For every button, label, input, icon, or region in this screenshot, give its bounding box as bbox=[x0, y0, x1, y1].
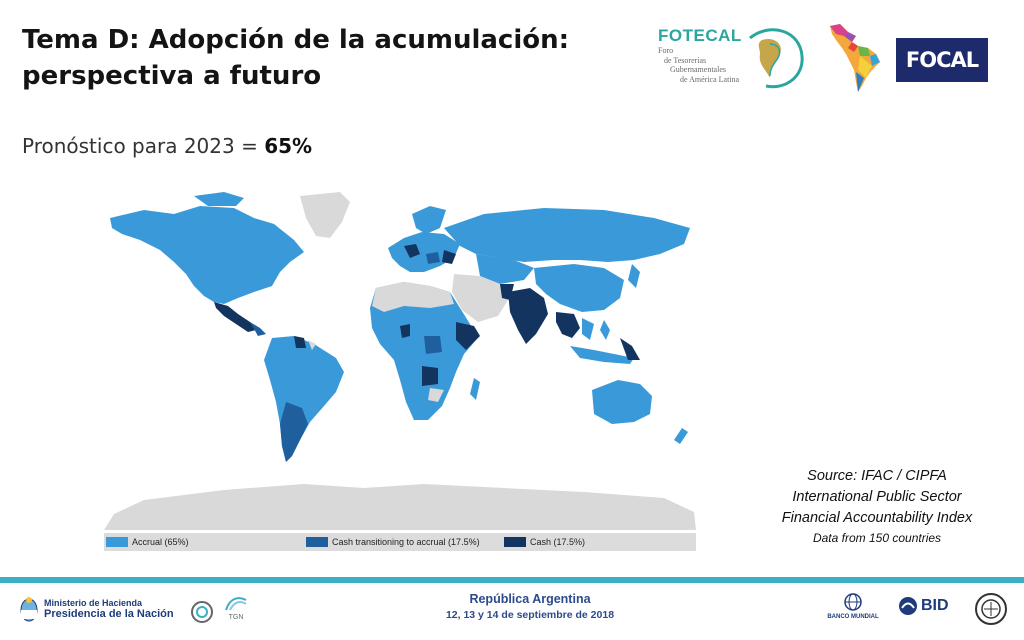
focal-logo: FOCAL bbox=[896, 38, 988, 82]
source-line-3: Financial Accountability Index bbox=[781, 510, 973, 526]
region-antarctica bbox=[104, 484, 696, 530]
bid-label: BID bbox=[921, 597, 949, 614]
fotecal-line-1: Foro bbox=[658, 46, 674, 55]
region-greenland bbox=[300, 192, 350, 238]
legend-cash-label: Cash (17.5%) bbox=[530, 537, 586, 547]
region-south-america bbox=[264, 336, 344, 462]
fotecal-line-2: de Tesorerías bbox=[664, 55, 707, 65]
map-legend: Accrual (65%) Cash transitioning to accr… bbox=[104, 533, 696, 551]
region-central-africa bbox=[424, 336, 442, 354]
legend-accrual-swatch bbox=[106, 537, 128, 547]
fotecal-line-4: de América Latina bbox=[680, 74, 740, 84]
legend-transition-label: Cash transitioning to accrual (17.5%) bbox=[332, 537, 480, 547]
forecast-text: Pronóstico para 2023 = 65% bbox=[22, 134, 312, 158]
fotecal-line-3: Gubernamentales bbox=[670, 65, 726, 74]
globe-icon bbox=[844, 593, 862, 611]
region-new-zealand bbox=[674, 428, 688, 444]
region-ukraine bbox=[442, 250, 456, 264]
source-line-1: Source: IFAC / CIPFA bbox=[807, 468, 947, 484]
world-map-svg bbox=[104, 192, 696, 530]
footer-bar bbox=[0, 577, 1024, 583]
forecast-prefix: Pronóstico para 2023 = bbox=[22, 134, 265, 158]
bid-emblem-icon bbox=[899, 597, 917, 615]
legend-transition-swatch bbox=[306, 537, 328, 547]
ministerio-logo: Ministerio de Hacienda Presidencia de la… bbox=[20, 596, 174, 622]
tgn-icon bbox=[225, 597, 247, 611]
region-middle-east bbox=[452, 274, 508, 322]
region-europe-transition bbox=[426, 252, 440, 264]
region-japan bbox=[628, 264, 640, 288]
banco-mundial-label: BANCO MUNDIAL bbox=[827, 614, 879, 620]
seal-icon bbox=[191, 601, 213, 623]
fotecal-name: FOTECAL bbox=[658, 26, 742, 45]
argentina-shield-icon bbox=[20, 597, 38, 622]
fotecal-subtitle: Foro de Tesorerías Gubernamentales de Am… bbox=[658, 46, 739, 84]
world-map bbox=[104, 188, 696, 530]
fotecal-globe-icon bbox=[749, 28, 804, 89]
region-indonesia bbox=[570, 346, 634, 364]
ministerio-line-1: Ministerio de Hacienda bbox=[44, 598, 143, 608]
region-philippines bbox=[600, 320, 610, 340]
region-north-africa bbox=[372, 282, 454, 312]
region-india bbox=[508, 288, 548, 344]
region-namibia bbox=[428, 388, 444, 402]
region-horn-of-africa bbox=[456, 322, 480, 350]
event-dates: 12, 13 y 14 de septiembre de 2018 bbox=[445, 609, 615, 621]
source-note: Source: IFAC / CIPFA International Publi… bbox=[760, 466, 994, 547]
region-africa bbox=[370, 282, 476, 420]
source-line-4: Data from 150 countries bbox=[812, 531, 942, 545]
region-scandinavia bbox=[412, 206, 446, 234]
imf-seal-icon bbox=[975, 593, 1007, 625]
event-info: República Argentina 12, 13 y 14 de septi… bbox=[380, 592, 680, 621]
legend-cash-swatch bbox=[504, 537, 526, 547]
legend-accrual-label: Accrual (65%) bbox=[132, 537, 189, 547]
tgn-logo: TGN bbox=[222, 594, 250, 621]
region-mexico bbox=[214, 302, 256, 332]
region-north-america bbox=[110, 206, 304, 304]
region-southeast-asia bbox=[556, 312, 580, 338]
region-guyana bbox=[308, 340, 316, 350]
region-argentina bbox=[280, 402, 308, 462]
region-papua bbox=[620, 338, 640, 360]
region-madagascar bbox=[470, 378, 480, 400]
region-indochina bbox=[582, 318, 594, 340]
tgn-label: TGN bbox=[228, 614, 244, 621]
region-west-africa bbox=[400, 324, 410, 338]
title-line-1: Tema D: Adopción de la acumulación: bbox=[22, 25, 570, 55]
legend-accrual: Accrual (65%) bbox=[106, 537, 189, 547]
region-russia bbox=[444, 208, 690, 262]
slide-title: Tema D: Adopción de la acumulación: pers… bbox=[22, 22, 582, 94]
banco-mundial-logo: BANCO MUNDIAL bbox=[826, 592, 880, 620]
bid-logo: BID bbox=[898, 596, 949, 616]
ministerio-line-2: Presidencia de la Nación bbox=[44, 608, 174, 620]
region-central-asia bbox=[476, 254, 534, 284]
legend-cash: Cash (17.5%) bbox=[504, 537, 585, 547]
forecast-value: 65% bbox=[264, 134, 313, 158]
legend-transition: Cash transitioning to accrual (17.5%) bbox=[306, 537, 480, 547]
region-arctic-islands bbox=[194, 192, 244, 206]
latin-america-logo-icon bbox=[830, 24, 880, 92]
region-venezuela bbox=[294, 336, 306, 348]
region-china bbox=[534, 264, 624, 312]
region-pakistan bbox=[500, 284, 514, 300]
region-central-america bbox=[250, 322, 266, 336]
region-angola bbox=[422, 366, 438, 386]
event-country: República Argentina bbox=[469, 592, 591, 606]
source-line-2: International Public Sector bbox=[792, 489, 962, 505]
fotecal-logo: FOTECAL Foro de Tesorerías Gubernamental… bbox=[656, 24, 806, 94]
region-europe-cash-1 bbox=[404, 244, 420, 258]
region-australia bbox=[592, 380, 652, 424]
title-line-2: perspectiva a futuro bbox=[22, 61, 322, 91]
